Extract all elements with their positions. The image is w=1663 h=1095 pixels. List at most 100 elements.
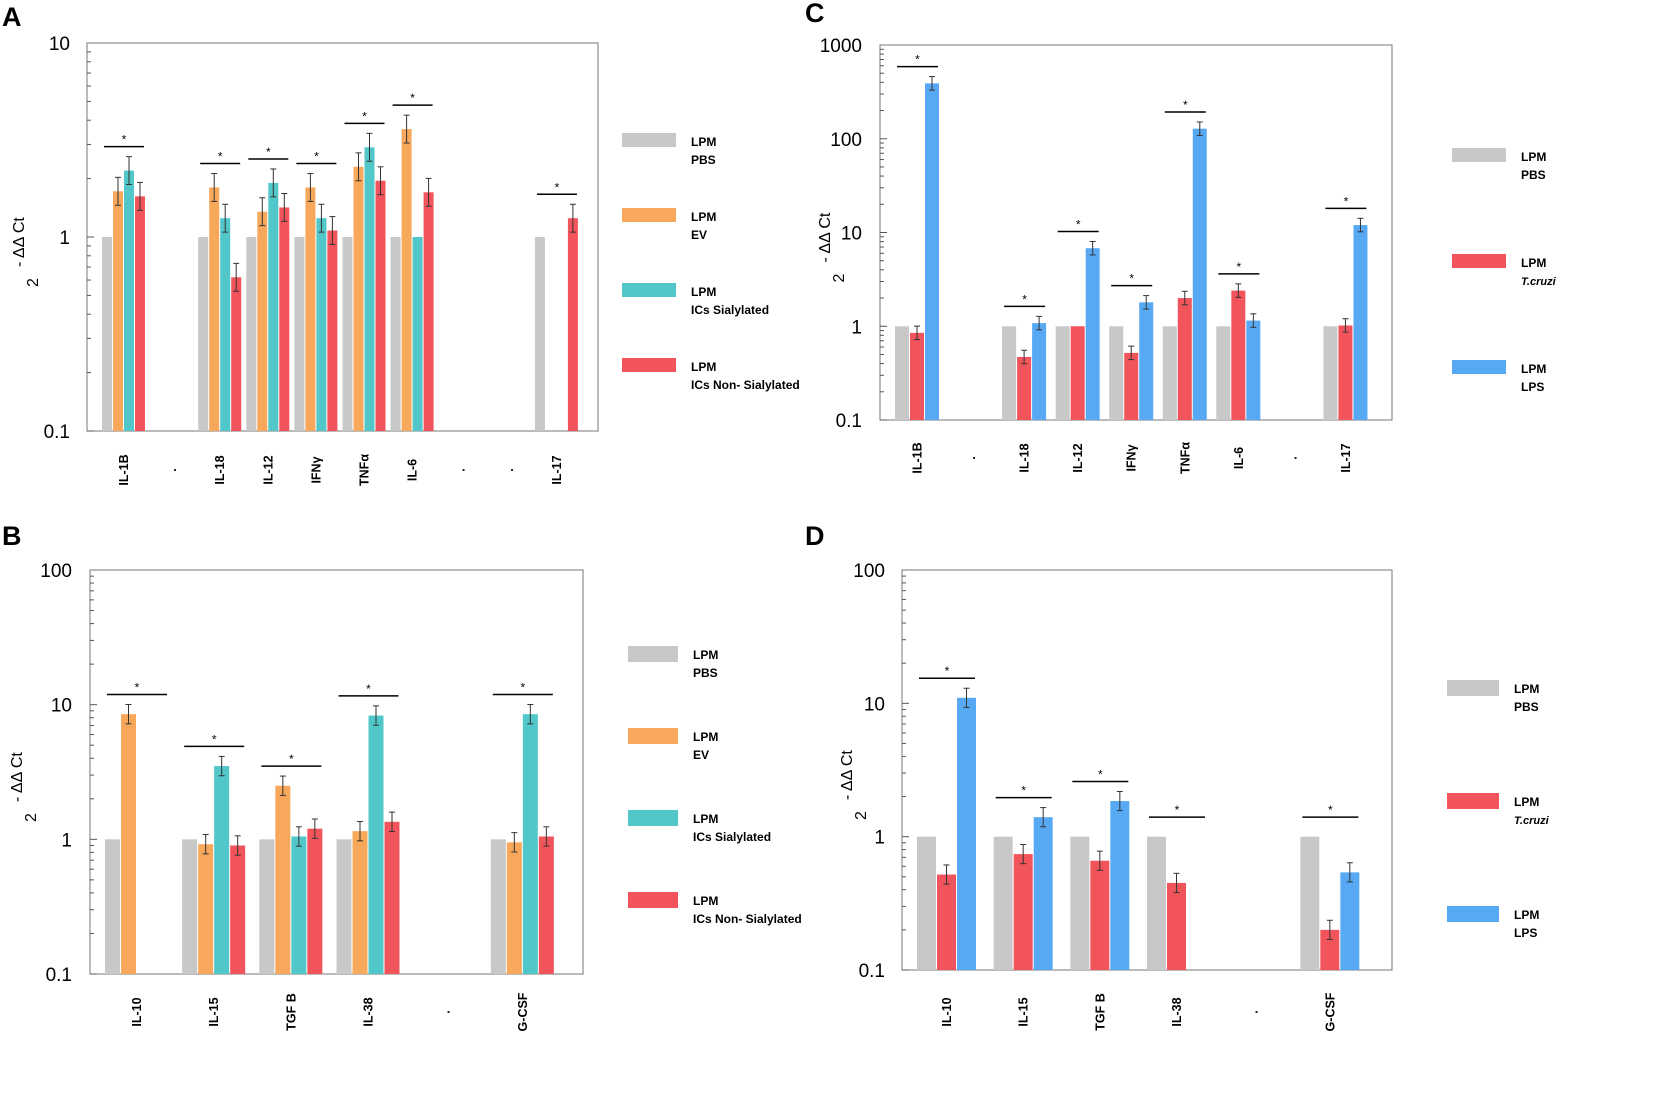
x-tick-label: IL-38	[362, 997, 376, 1026]
bar-b-1-3	[230, 845, 246, 974]
y-label-base: 2	[853, 811, 870, 820]
bar-d-1-1	[1013, 854, 1033, 970]
bar-d-5-0	[1300, 836, 1320, 970]
legend-label-line2: PBS	[693, 666, 718, 680]
y-tick-label: 10	[841, 224, 862, 245]
significance-star: *	[289, 752, 294, 766]
legend-label-line2: LPS	[1521, 380, 1544, 394]
y-label-exp: - ΔΔ Ct	[9, 752, 26, 802]
x-tick-label: IL-1B	[117, 454, 131, 485]
panel-b: B 100 10 1 0.1 2 - ΔΔ Ct IL-10 IL-15 TGF B IL-38. G…	[2, 521, 802, 1031]
legend-swatch	[628, 892, 678, 908]
y-label-base: 2	[25, 278, 42, 287]
legend-label-line1: LPM	[1514, 682, 1539, 696]
x-tick-label: IL-17	[550, 455, 564, 484]
bar-d-1-2	[1033, 817, 1053, 970]
bar-c-2-0	[1002, 326, 1017, 420]
legend-swatch	[1452, 360, 1506, 374]
significance-star: *	[266, 145, 271, 159]
legend-label-line1: LPM	[693, 812, 718, 826]
y-tick-label: 0.1	[44, 422, 70, 443]
x-tick-label: IFNγ	[309, 456, 323, 483]
legend-swatch	[622, 133, 676, 147]
legend-label-line1: LPM	[1514, 908, 1539, 922]
bar-d-5-2	[1340, 872, 1360, 970]
significance-star: *	[1021, 784, 1026, 798]
bar-c-4-1	[1124, 352, 1139, 420]
legend-swatch	[1447, 680, 1499, 696]
legend-swatch	[1452, 254, 1506, 268]
y-axis-label: 2 - ΔΔ Ct	[839, 750, 870, 820]
y-tick-label: 100	[40, 561, 72, 582]
bar-c-6-1	[1231, 290, 1246, 420]
bar-c-6-0	[1216, 326, 1231, 420]
legend-label-line2: ICs Sialylated	[691, 303, 769, 317]
legend-label-line2: T.cruzi	[1521, 276, 1557, 288]
legend-swatch	[622, 208, 676, 222]
significance-star: *	[135, 680, 140, 694]
bar-a-3-1	[257, 211, 268, 431]
bar-b-5-3	[538, 836, 554, 974]
bar-a-4-1	[305, 187, 316, 431]
significance-star: *	[122, 133, 127, 147]
significance-star: *	[555, 180, 560, 194]
x-tick-label: .	[454, 468, 468, 471]
legend-label-line1: LPM	[691, 360, 716, 374]
bar-d-1-0	[993, 836, 1013, 970]
bar-a-2-1	[209, 187, 220, 431]
legend-swatch	[1452, 148, 1506, 162]
significance-star: *	[314, 150, 319, 164]
x-tick-label: IL-18	[213, 455, 227, 484]
legend-label-line1: LPM	[1521, 150, 1546, 164]
x-tick-label: IL-18	[1018, 443, 1032, 472]
bar-b-3-1	[352, 831, 368, 974]
bar-a-6-2	[412, 237, 423, 431]
panel-d: D 100 10 1 0.1 2 - ΔΔ Ct IL-10 IL-15 TGF B IL-38. G…	[805, 521, 1550, 1031]
bar-a-2-0	[198, 237, 209, 431]
legend-swatch	[628, 728, 678, 744]
legend-label-line2: EV	[693, 748, 709, 762]
x-tick-label: TNFα	[358, 454, 372, 486]
bar-c-8-2	[1353, 225, 1368, 420]
bar-a-0-2	[124, 170, 134, 431]
bar-b-0-1	[121, 714, 136, 974]
legend-label-line1: LPM	[693, 730, 718, 744]
significance-star: *	[1183, 98, 1188, 112]
significance-star: *	[362, 109, 367, 123]
bar-b-1-0	[182, 839, 198, 974]
y-label-exp: - ΔΔ Ct	[839, 750, 856, 800]
x-tick-label: .	[964, 456, 978, 459]
legend-swatch	[622, 283, 676, 297]
bar-c-2-2	[1032, 323, 1047, 420]
legend-label-line1: LPM	[691, 210, 716, 224]
bar-b-2-1	[275, 785, 291, 974]
bar-c-6-2	[1246, 320, 1261, 420]
bar-c-4-2	[1139, 302, 1154, 420]
legend-label-line2: EV	[691, 228, 707, 242]
bar-d-0-1	[937, 874, 956, 970]
legend-label-line2: PBS	[1514, 700, 1539, 714]
bar-a-9-3	[567, 218, 578, 431]
y-label-exp: - ΔΔ Ct	[11, 217, 28, 267]
significance-star: *	[1076, 217, 1081, 231]
legend-label-line1: LPM	[1521, 362, 1546, 376]
bar-c-2-1	[1017, 356, 1032, 420]
bar-b-2-2	[291, 836, 307, 974]
bar-b-5-1	[506, 842, 522, 974]
bar-d-0-0	[917, 836, 936, 970]
bar-a-2-3	[231, 277, 242, 431]
x-tick-label: IFNγ	[1125, 444, 1139, 471]
x-tick-label: IL-38	[1170, 997, 1184, 1026]
bar-b-2-3	[307, 828, 323, 974]
panel-letter-b: B	[2, 521, 22, 551]
x-tick-label: .	[439, 1010, 453, 1013]
legend-label-line2: ICs Non- Sialylated	[693, 912, 802, 926]
bar-c-3-0	[1055, 326, 1070, 420]
y-tick-label: 1000	[820, 36, 862, 57]
legend-label-line1: LPM	[693, 894, 718, 908]
bar-b-5-0	[490, 839, 506, 974]
significance-star: *	[218, 150, 223, 164]
bar-a-5-1	[353, 166, 364, 431]
bar-a-5-2	[364, 147, 375, 431]
y-axis-label: 2 - ΔΔ Ct	[9, 752, 40, 822]
